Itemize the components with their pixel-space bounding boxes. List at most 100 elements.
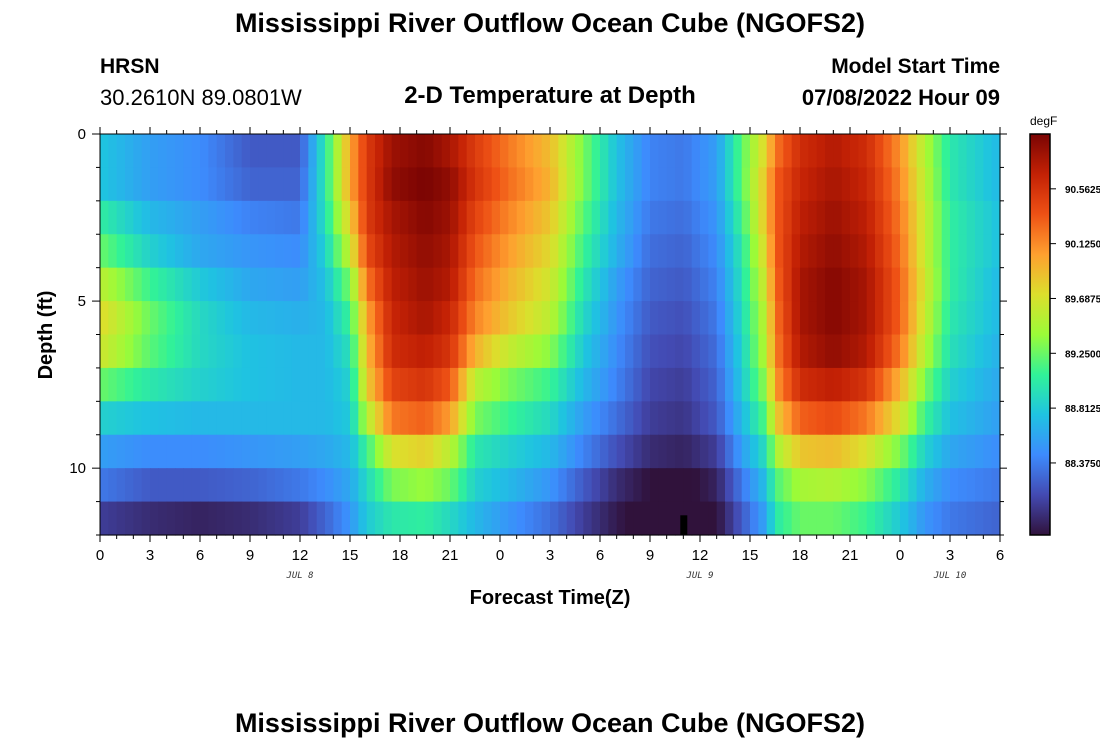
heatmap-cell <box>283 167 293 202</box>
x-tick-label: 18 <box>792 547 809 564</box>
heatmap-cell <box>508 200 518 235</box>
heatmap-cell <box>583 134 593 169</box>
heatmap-cell <box>716 167 726 202</box>
heatmap-cell <box>116 501 126 536</box>
heatmap-cell <box>733 267 743 302</box>
heatmap-cell <box>458 468 468 503</box>
heatmap-cell <box>666 301 676 336</box>
heatmap-cell <box>333 401 343 436</box>
heatmap-cell <box>183 501 193 536</box>
heatmap-cell <box>675 468 684 503</box>
heatmap-cell <box>791 200 801 235</box>
heatmap-cell <box>250 301 259 336</box>
heatmap-cell <box>816 334 826 369</box>
heatmap-cell <box>941 401 951 436</box>
heatmap-cell <box>766 267 776 302</box>
heatmap-cell <box>966 301 976 336</box>
heatmap-cell <box>216 501 226 536</box>
heatmap-cell <box>966 367 976 402</box>
heatmap-cell <box>575 401 584 436</box>
heatmap-cell <box>441 167 451 202</box>
heatmap-cell <box>875 401 884 436</box>
heatmap-cell <box>866 501 876 536</box>
heatmap-cell <box>325 367 334 402</box>
heatmap-cell <box>375 134 384 169</box>
heatmap-cell <box>825 334 834 369</box>
heatmap-cell <box>900 367 909 402</box>
heatmap-cell <box>425 434 434 469</box>
heatmap-cell <box>708 200 718 235</box>
heatmap-cell <box>258 134 268 169</box>
heatmap-cell <box>291 167 301 202</box>
heatmap-cell <box>208 301 218 336</box>
heatmap-cell <box>725 267 734 302</box>
heatmap-cell <box>291 334 301 369</box>
heatmap-cell <box>525 267 534 302</box>
heatmap-cell <box>875 234 884 269</box>
heatmap-cell <box>500 434 509 469</box>
heatmap-cell <box>666 501 676 536</box>
heatmap-cell <box>858 267 868 302</box>
heatmap-cell <box>566 134 576 169</box>
heatmap-cell <box>533 167 543 202</box>
heatmap-cell <box>625 468 634 503</box>
heatmap-cell <box>800 334 809 369</box>
heatmap-cell <box>458 401 468 436</box>
heatmap-cell <box>716 301 726 336</box>
heatmap-cell <box>716 434 726 469</box>
heatmap-cell <box>125 167 134 202</box>
heatmap-cell <box>783 234 793 269</box>
heatmap-cell <box>850 401 859 436</box>
heatmap-cell <box>225 167 234 202</box>
heatmap-cell <box>683 501 693 536</box>
heatmap-cell <box>808 267 818 302</box>
heatmap-cell <box>250 468 259 503</box>
heatmap-cell <box>158 134 168 169</box>
data-marker <box>680 515 688 536</box>
heatmap-cell <box>708 367 718 402</box>
heatmap-cell <box>841 267 851 302</box>
heatmap-cell <box>275 134 284 169</box>
heatmap-cell <box>800 501 809 536</box>
heatmap-cell <box>791 434 801 469</box>
heatmap-cell <box>550 501 559 536</box>
heatmap-cell <box>766 200 776 235</box>
heatmap-cell <box>108 267 118 302</box>
heatmap-cell <box>808 401 818 436</box>
heatmap-cell <box>283 267 293 302</box>
heatmap-cell <box>441 401 451 436</box>
heatmap-cell <box>575 234 584 269</box>
heatmap-cell <box>358 134 368 169</box>
heatmap-cell <box>825 200 834 235</box>
heatmap-cell <box>316 134 326 169</box>
heatmap-cell <box>983 468 993 503</box>
heatmap-cell <box>933 234 943 269</box>
heatmap-cell <box>858 501 868 536</box>
heatmap-cell <box>450 334 459 369</box>
heatmap-cell <box>208 200 218 235</box>
heatmap-cell <box>841 134 851 169</box>
heatmap-cell <box>808 200 818 235</box>
heatmap-cell <box>616 334 626 369</box>
heatmap-cell <box>550 301 559 336</box>
heatmap-cell <box>683 134 693 169</box>
heatmap-cell <box>108 367 118 402</box>
heatmap-cell <box>891 267 901 302</box>
x-tick-label: 15 <box>342 547 359 564</box>
x-tick-label: 15 <box>742 547 759 564</box>
heatmap-cell <box>525 167 534 202</box>
heatmap-cell <box>633 167 643 202</box>
colorbar: 90.5625 90.1250 89.6875 89.2500 88.8125 88.37… <box>1029 114 1100 536</box>
heatmap-cell <box>216 434 226 469</box>
heatmap-cell <box>583 267 593 302</box>
heatmap-cell <box>175 200 184 235</box>
heatmap-cell <box>625 234 634 269</box>
heatmap-cell <box>850 367 859 402</box>
heatmap-cell <box>866 468 876 503</box>
heatmap-cell <box>875 468 884 503</box>
heatmap-cell <box>525 301 534 336</box>
heatmap-cell <box>483 134 493 169</box>
heatmap-cell <box>275 267 284 302</box>
heatmap-cell <box>366 367 376 402</box>
heatmap-cell <box>700 301 709 336</box>
